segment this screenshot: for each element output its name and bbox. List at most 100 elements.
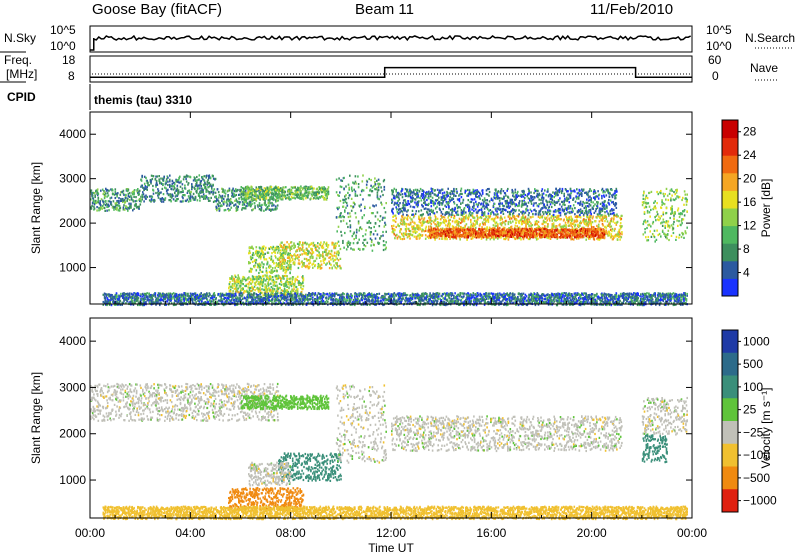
echo-cell [529, 301, 531, 304]
echo-cell [180, 180, 182, 183]
echo-cell [169, 180, 171, 183]
echo-cell [281, 259, 283, 262]
echo-cell [256, 194, 259, 197]
echo-cell [200, 185, 202, 188]
echo-cell [291, 244, 293, 247]
echo-cell [317, 303, 319, 306]
echo-cell [510, 299, 513, 302]
echo-cell [274, 284, 276, 287]
echo-cell [256, 254, 259, 257]
echo-cell [290, 254, 292, 257]
echo-cell [305, 194, 307, 197]
echo-cell [248, 277, 250, 280]
echo-cell [114, 188, 117, 191]
echo-cell [91, 204, 93, 207]
echo-cell [262, 281, 264, 284]
echo-cell [133, 195, 135, 198]
echo-cell [271, 189, 273, 192]
echo-cell [310, 292, 312, 296]
echo-cell [151, 178, 154, 181]
echo-cell [223, 209, 226, 212]
echo-cell [505, 299, 507, 302]
echo-cell [522, 303, 524, 306]
echo-cell [415, 294, 418, 297]
echo-cell [262, 300, 264, 303]
echo-cell [272, 195, 275, 199]
echo-cell [128, 295, 130, 298]
echo-cell [240, 195, 243, 198]
echo-cell [250, 289, 253, 293]
echo-cell [188, 297, 191, 300]
echo-cell [249, 196, 251, 199]
echo-cell [169, 178, 171, 181]
echo-cell [159, 182, 161, 185]
echo-cell [337, 265, 339, 268]
echo-cell [190, 190, 192, 193]
echo-cell [202, 190, 204, 193]
echo-cell [241, 297, 244, 300]
echo-cell [315, 257, 318, 260]
echo-cell [174, 187, 176, 190]
echo-cell [148, 199, 151, 202]
echo-cell [495, 293, 498, 296]
echo-cell [279, 243, 281, 246]
echo-cell [91, 194, 94, 197]
echo-cell [242, 301, 244, 304]
echo-cell [342, 297, 344, 300]
echo-cell [500, 300, 503, 303]
echo-cell [359, 302, 361, 305]
echo-cell [130, 202, 132, 205]
echo-cell [229, 288, 232, 291]
echo-cell [145, 187, 147, 190]
echo-cell [386, 302, 389, 305]
echo-cell [258, 287, 261, 291]
echo-cell [328, 296, 331, 299]
echo-cell [203, 175, 206, 178]
echo-cell [248, 303, 250, 306]
echo-cell [456, 299, 458, 302]
echo-cell [254, 299, 257, 302]
echo-cell [255, 190, 258, 193]
echo-cell [105, 187, 107, 190]
echo-cell [117, 204, 120, 207]
echo-cell [147, 181, 149, 184]
echo-cell [334, 266, 337, 269]
echo-cell [218, 209, 221, 212]
echo-cell [140, 303, 142, 306]
echo-cell [154, 294, 157, 297]
echo-cell [305, 187, 308, 190]
echo-cell [148, 301, 151, 304]
echo-cell [297, 266, 300, 270]
date-title: 11/Feb/2010 [590, 1, 673, 18]
echo-cell [110, 203, 113, 206]
echo-cell [115, 208, 118, 211]
echo-cell [211, 187, 213, 190]
echo-cell [172, 194, 174, 197]
echo-cell [274, 295, 276, 298]
echo-cell [189, 195, 192, 198]
echo-cell [323, 241, 325, 244]
echo-cell [227, 195, 229, 198]
echo-cell [336, 242, 338, 245]
echo-cell [282, 254, 285, 257]
echo-cell [176, 187, 179, 190]
echo-cell [297, 246, 300, 249]
echo-cell [143, 195, 146, 198]
echo-cell [96, 188, 99, 191]
echo-cell [285, 292, 287, 295]
echo-cell [528, 295, 530, 299]
echo-cell [290, 303, 293, 306]
echo-cell [232, 296, 234, 299]
echo-cell [307, 299, 309, 302]
echo-cell [241, 203, 244, 206]
echo-cell [266, 274, 268, 277]
echo-cell [281, 267, 283, 270]
echo-cell [325, 190, 328, 193]
echo-cell [276, 291, 279, 295]
echo-cell [135, 199, 138, 202]
echo-cell [172, 303, 175, 307]
echo-cell [142, 195, 144, 199]
echo-cell [215, 195, 217, 198]
echo-cell [283, 194, 285, 197]
echo-cell [263, 277, 265, 280]
